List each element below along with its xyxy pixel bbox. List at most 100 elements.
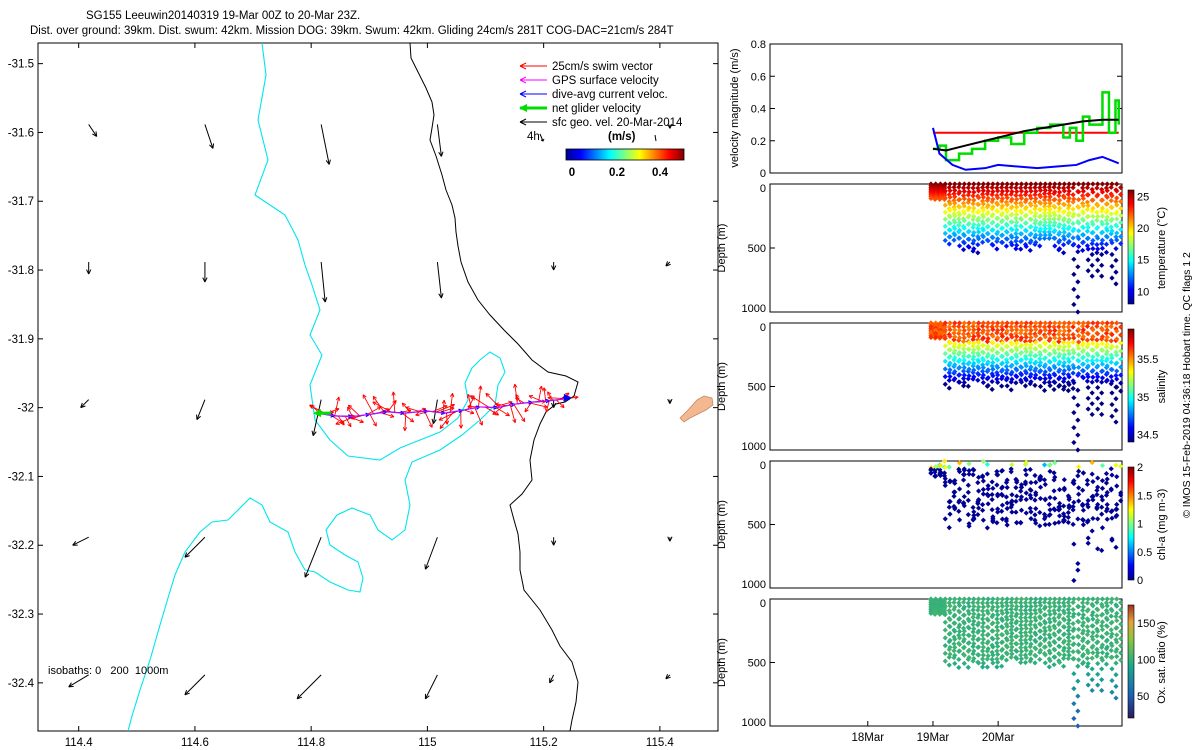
svg-text:sfc geo. vel. 20-Mar-2014: sfc geo. vel. 20-Mar-2014	[552, 117, 683, 129]
section-point	[1004, 320, 1010, 326]
section-point	[952, 480, 958, 486]
geo-velocity-arrow	[311, 399, 322, 436]
section-point	[1009, 376, 1015, 382]
section-point	[956, 379, 963, 385]
section-point	[999, 603, 1006, 609]
section-point	[1014, 603, 1020, 610]
section-point	[1018, 497, 1024, 503]
geo-velocity-arrow	[68, 674, 89, 688]
section-point	[1114, 603, 1120, 609]
section-point	[985, 181, 991, 187]
section-point	[1114, 223, 1120, 229]
section-point	[942, 335, 948, 341]
section-point	[1004, 195, 1010, 201]
section-point	[975, 236, 982, 242]
section-point	[1114, 195, 1120, 201]
section-point	[1080, 225, 1086, 231]
section-point	[1090, 616, 1096, 622]
geo-velocity-arrow	[184, 536, 206, 558]
section-point	[1004, 616, 1010, 623]
section-point	[1095, 406, 1101, 412]
section-point	[1037, 475, 1044, 481]
section-point	[970, 323, 976, 329]
section-point	[1004, 651, 1010, 657]
section-ytick-label: 1000	[742, 579, 766, 591]
section-point	[1099, 327, 1106, 333]
section-point	[965, 497, 971, 503]
section-point	[956, 243, 963, 249]
section-point	[1009, 617, 1015, 623]
section-point	[1041, 379, 1048, 386]
section-point	[1014, 596, 1020, 602]
section-point	[1052, 220, 1058, 226]
section-point	[1104, 616, 1110, 623]
swim-vector	[542, 387, 547, 402]
section-point	[975, 612, 982, 618]
section-point	[966, 360, 972, 366]
section-point	[1071, 226, 1077, 232]
section-point	[1009, 219, 1015, 225]
section-point	[999, 320, 1006, 326]
section-point	[980, 636, 986, 642]
section-point	[999, 383, 1005, 389]
section-point	[1028, 479, 1034, 486]
section-point	[975, 352, 982, 358]
section-point	[989, 649, 995, 655]
section-point	[1099, 379, 1105, 385]
section-point	[999, 333, 1006, 339]
section-point	[1009, 196, 1015, 202]
section-point	[1009, 362, 1015, 368]
section-point	[1114, 320, 1120, 326]
section-point	[1032, 660, 1038, 666]
section-point	[1080, 607, 1086, 613]
section-point	[999, 191, 1005, 197]
section-point	[1104, 207, 1110, 214]
section-point	[1004, 477, 1010, 483]
section-point	[1037, 213, 1044, 219]
section-point	[1066, 652, 1072, 658]
legend-item-swim: 25cm/s swim vector	[519, 61, 653, 73]
section-point	[1061, 202, 1067, 208]
section-point	[1095, 682, 1101, 688]
section-point	[952, 596, 958, 602]
section-point	[1085, 660, 1091, 667]
section-point	[1090, 221, 1096, 227]
section-point	[1060, 234, 1067, 240]
section-point	[942, 635, 948, 641]
section-point	[1085, 192, 1091, 198]
section-point	[979, 239, 986, 245]
section-point	[1075, 387, 1081, 393]
section-point	[1009, 355, 1015, 361]
section-point	[1080, 375, 1086, 381]
section-point	[947, 478, 953, 484]
section-point	[1041, 462, 1048, 468]
section-point	[1060, 347, 1067, 353]
section-point	[1004, 383, 1010, 389]
section-point	[1085, 650, 1091, 656]
section-point	[1047, 206, 1053, 213]
section-point	[961, 620, 967, 626]
section-point	[1014, 479, 1020, 485]
section-point	[990, 620, 996, 626]
section-point	[1014, 374, 1020, 380]
section-point	[1056, 181, 1063, 187]
section-point	[995, 229, 1001, 235]
map-ytick-label: -32.4	[8, 678, 35, 690]
velocity-ylabel: velocity magnitude (m/s)	[729, 48, 741, 167]
section-point	[999, 217, 1006, 224]
section-point	[971, 246, 977, 252]
section-point	[946, 662, 952, 668]
section-point	[1060, 242, 1067, 248]
section-point	[984, 353, 990, 360]
section-point	[956, 628, 963, 635]
section-point	[1114, 188, 1120, 194]
section-point	[1009, 651, 1015, 657]
section-point	[952, 489, 958, 495]
section-point	[1037, 615, 1044, 621]
section-point	[999, 608, 1005, 614]
section-point	[1108, 224, 1114, 230]
section-point	[1094, 209, 1100, 215]
colorbar-label: salinity	[1156, 369, 1168, 403]
section-point	[1090, 229, 1096, 236]
section-point	[966, 205, 972, 211]
